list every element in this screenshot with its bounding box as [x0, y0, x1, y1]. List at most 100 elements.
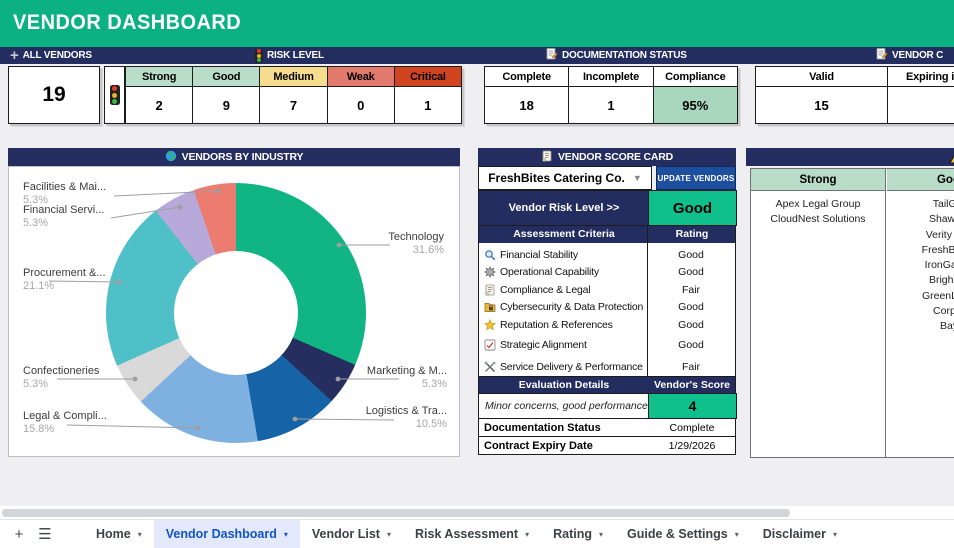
column-value: 15 — [814, 97, 829, 113]
sheet-tab[interactable]: Rating ▾ — [553, 527, 603, 541]
section-header-strip: + ALL VENDORS RISK LEVEL DOCUMENTATION S… — [0, 47, 954, 64]
column-value: 0 — [357, 97, 365, 113]
risk-level-column: Critical 1 — [393, 67, 462, 123]
vendor-list-item: Shawy Lo — [928, 213, 954, 226]
evaluation-header: Evaluation Details Vendor's Score — [478, 377, 736, 393]
column-value: 18 — [485, 87, 569, 123]
industry-chart-header: VENDORS BY INDUSTRY — [8, 148, 460, 166]
chevron-down-icon: ▾ — [734, 529, 739, 539]
chart-callout: Confectioneries 5.3% — [23, 365, 100, 390]
column-header: Critical — [394, 67, 462, 87]
vendor-docs-column: Expiring i — [887, 67, 954, 123]
vendor-list-item: CloudNest Solutions — [770, 213, 866, 226]
criteria-table-header: Assessment Criteria Rating — [478, 226, 736, 243]
traffic-light-icon — [109, 85, 120, 105]
donut-chart[interactable] — [106, 183, 366, 443]
risk-level-column: Strong 2 — [126, 67, 193, 123]
column-value: 1 — [569, 87, 653, 123]
all-sheets-menu-button[interactable]: ☰ — [38, 526, 52, 543]
vendor-list-item: Brightway — [928, 274, 954, 287]
evaluation-note: Minor concerns, good performance — [485, 400, 648, 412]
sheet-tab[interactable]: Risk Assessment ▾ — [415, 527, 530, 541]
strong-vendor-list: Apex Legal Group CloudNest Solutions — [751, 191, 885, 228]
memo-icon — [546, 48, 558, 63]
vendor-list-item: IronGate Te — [924, 259, 954, 272]
column-header: Valid — [756, 67, 887, 87]
magnifier-icon — [483, 249, 497, 261]
star-icon — [483, 318, 497, 331]
criteria-row: Compliance & Legal Fair — [479, 281, 735, 299]
vendor-list-item: Apex Legal Group — [775, 198, 861, 210]
chevron-down-icon: ▾ — [832, 529, 837, 539]
tools-icon — [483, 361, 497, 373]
sheet-tab[interactable]: Vendor Dashboard ▾ — [153, 520, 300, 548]
vendor-docs-column: Valid 15 — [756, 67, 887, 123]
risk-level-header: RISK LEVEL — [255, 47, 324, 64]
criteria-row: Operational Capability Good — [479, 264, 735, 282]
column-header: Complete — [485, 67, 569, 87]
chart-leader-lines — [48, 188, 399, 431]
criteria-rating: Good — [678, 301, 704, 314]
doc-status-table: Complete 18 Incomplete 1 Compliance 95% — [484, 66, 738, 124]
column-header: Good — [193, 67, 260, 87]
score-card-selector-row: FreshBites Catering Co. ▼ UPDATE VENDORS — [478, 166, 736, 190]
score-card-divider — [647, 226, 648, 455]
check-icon — [483, 339, 497, 351]
vendor-list-item: GreenLeaf C — [921, 289, 954, 302]
criteria-row: Reputation & References Good — [479, 316, 735, 334]
strong-column-header: Strong — [751, 169, 885, 191]
doc-status-column: Incomplete 1 — [568, 67, 653, 123]
criteria-rating: Good — [678, 266, 704, 279]
add-sheet-button[interactable]: + — [14, 525, 24, 543]
vendor-docs-header: VENDOR C — [876, 47, 943, 64]
vendor-docs-table: Valid 15 Expiring i — [755, 66, 954, 124]
plus-icon: + — [10, 46, 19, 64]
scroll-icon — [483, 284, 497, 296]
memo-icon — [876, 48, 888, 63]
criteria-label: Financial Stability — [500, 248, 578, 261]
risk-board-header — [746, 148, 954, 166]
doc-status-row: Documentation Status Complete — [478, 419, 736, 437]
gear-icon — [483, 266, 497, 278]
chevron-down-icon: ▾ — [525, 529, 530, 539]
column-header: Compliance — [653, 67, 737, 87]
criteria-rating: Good — [678, 318, 704, 331]
criteria-rating: Good — [678, 248, 704, 261]
sheet-tab[interactable]: Disclaimer ▾ — [762, 527, 837, 541]
scroll-icon — [541, 150, 553, 165]
criteria-table-body: Financial Stability Good Operational Cap… — [478, 243, 736, 377]
criteria-label: Compliance & Legal — [500, 283, 591, 296]
risk-level-column: Good 9 — [192, 67, 260, 123]
chart-callout: Technology 31.6% — [388, 231, 444, 256]
vendor-list-item: FreshBites C — [921, 243, 954, 256]
doc-status-column: Complete 18 — [485, 67, 569, 123]
chart-callout: Logistics & Tra... 10.5% — [365, 405, 447, 430]
chart-callout: Facilities & Mai... 5.3% — [23, 181, 107, 206]
warning-icon — [949, 149, 954, 169]
risk-level-value: Good — [648, 190, 737, 226]
vendor-risk-level-row: Vendor Risk Level >> Good — [478, 190, 737, 226]
risk-level-table: Strong 2 Good 9 Medium 7 Weak 0 Critical… — [125, 66, 462, 124]
chart-callout: Legal & Compli... 15.8% — [23, 410, 107, 435]
horizontal-scrollbar[interactable] — [2, 509, 790, 517]
criteria-rating: Good — [678, 338, 704, 351]
vendor-list-item: Baye — [940, 320, 954, 333]
criteria-label: Strategic Alignment — [500, 338, 587, 351]
update-vendors-button[interactable]: UPDATE VENDORS — [656, 166, 736, 190]
vendor-selector-dropdown[interactable]: FreshBites Catering Co. ▼ — [478, 166, 652, 190]
chevron-down-icon: ▼ — [632, 173, 642, 183]
vendor-score-value: 4 — [648, 393, 737, 419]
criteria-row: Financial Stability Good — [479, 246, 735, 264]
globe-icon — [165, 150, 177, 165]
page-title: VENDOR DASHBOARD — [13, 11, 242, 34]
sheet-tab[interactable]: Guide & Settings ▾ — [627, 527, 739, 541]
criteria-label: Reputation & References — [500, 318, 613, 331]
criteria-label: Operational Capability — [500, 266, 599, 279]
good-column-header: Good — [887, 169, 954, 191]
sheet-tab[interactable]: Home ▾ — [96, 527, 142, 541]
traffic-light-icon — [255, 48, 263, 63]
sheet-tab[interactable]: Vendor List ▾ — [311, 527, 391, 541]
chevron-down-icon: ▾ — [598, 529, 603, 539]
vendor-list-item: Verity Lega — [925, 228, 954, 241]
criteria-row: Cybersecurity & Data Protection Good — [479, 299, 735, 317]
